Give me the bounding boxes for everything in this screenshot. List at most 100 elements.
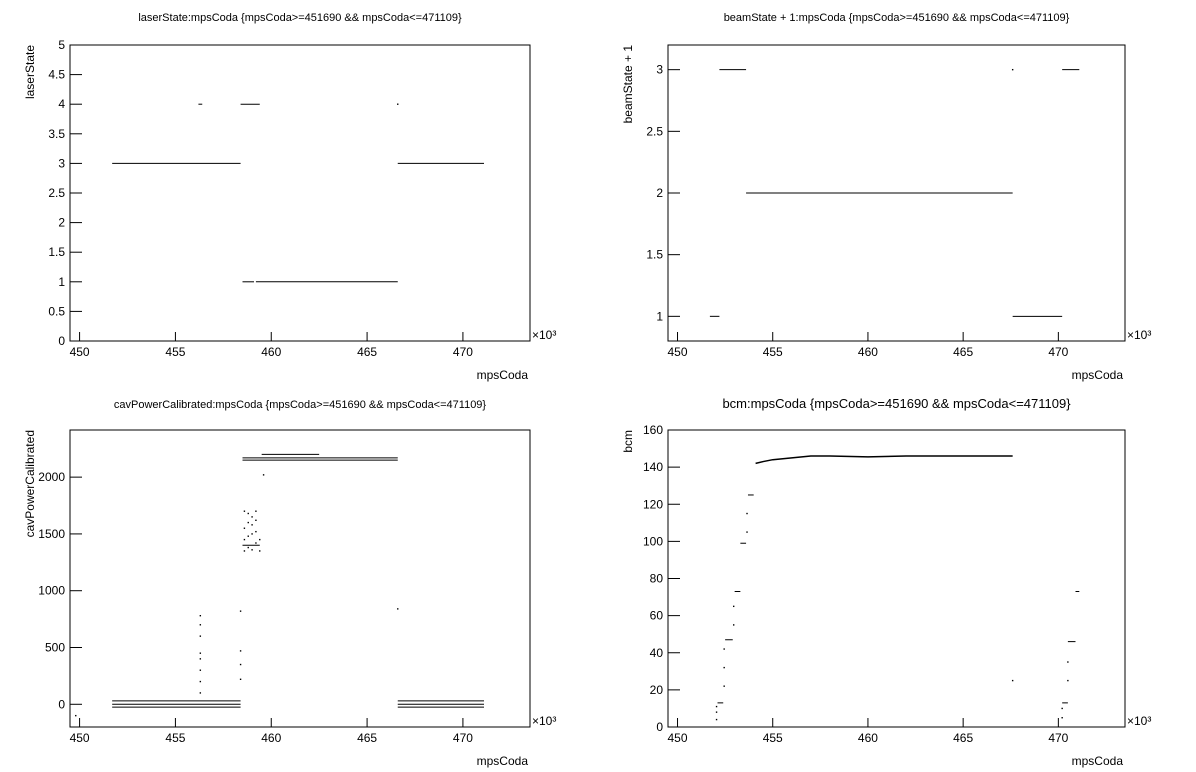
data-point xyxy=(243,550,246,552)
data-point xyxy=(251,549,253,551)
data-point xyxy=(247,535,249,537)
y-tick-label: 120 xyxy=(643,497,663,511)
y-tick-label: 100 xyxy=(643,534,663,548)
y-tick-label: 4 xyxy=(58,97,65,111)
x-tick-label: 470 xyxy=(453,345,473,359)
data-point xyxy=(247,512,249,515)
data-point xyxy=(732,605,735,608)
y-tick-label: 1 xyxy=(656,309,663,323)
x-tick-label: 450 xyxy=(70,345,90,359)
data-point xyxy=(715,718,718,721)
x-tick-label: 455 xyxy=(763,731,783,745)
data-point xyxy=(1061,717,1063,719)
data-point xyxy=(199,692,202,694)
data-point xyxy=(239,678,242,680)
y-tick-label: 2.5 xyxy=(48,186,65,200)
y-tick-label: 0 xyxy=(656,720,663,734)
data-point xyxy=(1011,68,1014,71)
data-point xyxy=(715,711,718,713)
data-point xyxy=(746,531,748,533)
y-axis-label: cavPowerCalibrated xyxy=(23,430,37,537)
data-point xyxy=(255,510,257,512)
data-point xyxy=(255,542,257,544)
x-tick-label: 470 xyxy=(1048,345,1068,359)
chart-title: beamState + 1:mpsCoda {mpsCoda>=451690 &… xyxy=(724,12,1070,24)
x-tick-label: 470 xyxy=(453,731,473,745)
data-point xyxy=(255,530,257,533)
y-tick-label: 3 xyxy=(58,156,65,170)
data-point xyxy=(247,521,249,524)
data-point xyxy=(397,103,399,105)
x-tick-label: 465 xyxy=(953,345,973,359)
y-tick-label: 20 xyxy=(650,683,664,697)
x-axis-label: mpsCoda xyxy=(1072,368,1124,382)
data-point xyxy=(243,527,246,529)
data-point xyxy=(199,635,202,637)
y-tick-label: 1000 xyxy=(38,584,65,598)
frame xyxy=(69,429,531,728)
y-tick-label: 500 xyxy=(45,640,65,654)
data-point xyxy=(199,652,202,654)
y-tick-label: 3 xyxy=(656,63,663,77)
data-point xyxy=(243,510,246,512)
data-point xyxy=(199,680,202,683)
y-tick-label: 4.5 xyxy=(48,68,65,82)
data-point xyxy=(199,624,202,626)
x-axis-label: mpsCoda xyxy=(1072,754,1124,768)
y-tick-label: 0.5 xyxy=(48,304,65,318)
x-tick-label: 460 xyxy=(858,345,878,359)
x-tick-label: 450 xyxy=(668,731,688,745)
x-axis-label: mpsCoda xyxy=(477,368,529,382)
y-tick-label: 1.5 xyxy=(646,248,663,262)
x-axis-label: mpsCoda xyxy=(477,754,529,768)
x-tick-label: 450 xyxy=(668,345,688,359)
x-tick-label: 450 xyxy=(70,731,90,745)
data-point xyxy=(1061,707,1063,710)
y-tick-label: 0 xyxy=(58,697,65,711)
y-axis-label: beamState + 1 xyxy=(621,45,635,124)
x-tick-label: 465 xyxy=(953,731,973,745)
data-point xyxy=(243,538,246,541)
y-tick-label: 2 xyxy=(58,216,65,230)
y-tick-label: 1 xyxy=(58,275,65,289)
data-point xyxy=(732,624,735,626)
data-point xyxy=(259,538,261,541)
data-point xyxy=(715,705,718,708)
x-exponent: ×10³ xyxy=(1127,714,1151,728)
data-point xyxy=(723,648,725,650)
chart-title: bcm:mpsCoda {mpsCoda>=451690 && mpsCoda<… xyxy=(722,396,1071,411)
x-exponent: ×10³ xyxy=(532,714,556,728)
x-tick-label: 455 xyxy=(165,345,185,359)
y-tick-label: 160 xyxy=(643,423,663,437)
data-point xyxy=(251,533,253,535)
data-point xyxy=(199,669,202,671)
x-tick-label: 460 xyxy=(261,345,281,359)
y-axis-label: laserState xyxy=(23,45,37,99)
frame xyxy=(667,429,1126,728)
y-tick-label: 140 xyxy=(643,460,663,474)
data-point xyxy=(251,516,253,518)
data-point xyxy=(247,546,249,549)
data-point xyxy=(1067,661,1069,663)
data-point xyxy=(746,512,748,515)
data-point xyxy=(239,650,242,652)
y-tick-label: 2.5 xyxy=(646,124,663,138)
chart-title: cavPowerCalibrated:mpsCoda {mpsCoda>=451… xyxy=(114,399,487,411)
x-tick-label: 455 xyxy=(165,731,185,745)
x-exponent: ×10³ xyxy=(1127,328,1151,342)
data-curve xyxy=(755,455,1013,465)
data-point xyxy=(259,550,261,552)
x-tick-label: 455 xyxy=(763,345,783,359)
data-point xyxy=(723,666,725,669)
data-point xyxy=(255,519,257,521)
x-tick-label: 460 xyxy=(261,731,281,745)
y-tick-label: 80 xyxy=(650,572,664,586)
y-tick-label: 1.5 xyxy=(48,245,65,259)
y-tick-label: 1500 xyxy=(38,527,65,541)
data-point xyxy=(199,658,202,660)
y-tick-label: 40 xyxy=(650,646,664,660)
y-axis-label: bcm xyxy=(621,430,635,453)
y-tick-label: 60 xyxy=(650,609,664,623)
y-tick-label: 2000 xyxy=(38,470,65,484)
